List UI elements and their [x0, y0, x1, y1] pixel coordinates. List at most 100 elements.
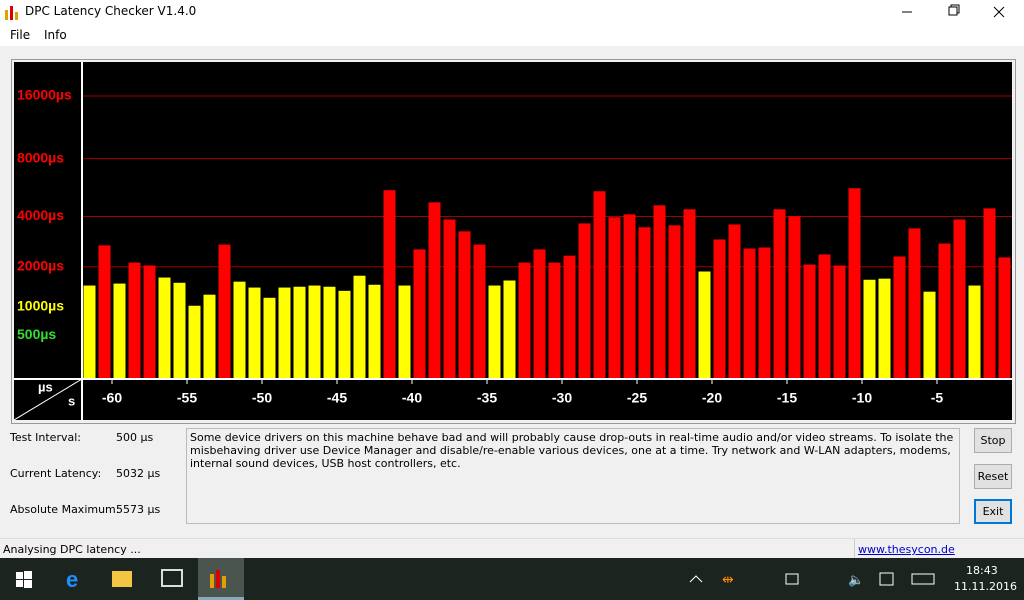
y-tick-label: 2000µs [17, 258, 64, 274]
bar [653, 205, 666, 379]
corner-label: s [68, 393, 75, 408]
bar [458, 231, 471, 379]
bar [83, 285, 96, 379]
taskbar-icons[interactable]: e ⇹ 🔈 [0, 558, 1024, 600]
bar [428, 202, 441, 379]
bar [788, 216, 801, 379]
taskbar: e ⇹ 🔈 18:43 11.11.2016 [0, 558, 1024, 600]
menu-item[interactable]: Info [44, 28, 67, 42]
title-bar: DPC Latency Checker V1.4.0 [0, 0, 1024, 24]
bar [398, 285, 411, 379]
bar [638, 227, 651, 379]
bar [278, 287, 291, 379]
bar [443, 219, 456, 379]
bar [263, 297, 276, 379]
svg-text:🔈: 🔈 [848, 573, 864, 588]
bar [998, 257, 1011, 379]
bar [938, 243, 951, 379]
corner-divider [14, 378, 83, 420]
info-label: Test Interval: [10, 431, 81, 444]
bar [188, 305, 201, 379]
bar [503, 280, 516, 379]
bar [563, 255, 576, 379]
info-value: 5573 µs [116, 503, 161, 516]
status-text: Analysing DPC latency ... [3, 543, 141, 556]
bar [128, 262, 141, 379]
bar [743, 248, 756, 379]
website-link[interactable]: www.thesycon.de [858, 543, 955, 556]
bar [908, 228, 921, 379]
info-label: Absolute Maximum: [10, 503, 120, 516]
bar [98, 245, 111, 379]
bar [878, 278, 891, 379]
y-tick-label: 8000µs [17, 149, 64, 165]
bar [338, 290, 351, 379]
bar [353, 275, 366, 379]
bar [308, 285, 321, 379]
window-title: DPC Latency Checker V1.4.0 [25, 4, 197, 18]
bar [728, 224, 741, 379]
x-tick-label: -30 [552, 390, 572, 406]
bar [818, 254, 831, 379]
bar [713, 239, 726, 379]
bar [368, 284, 381, 379]
bar [413, 249, 426, 379]
x-tick-label: -35 [477, 390, 497, 406]
bar [848, 188, 861, 379]
bar [968, 285, 981, 379]
chart-frame [11, 59, 1016, 424]
bar [548, 262, 561, 379]
bar [983, 208, 996, 379]
x-tick-label: -40 [402, 390, 422, 406]
bar [383, 190, 396, 379]
x-tick-label: -45 [327, 390, 347, 406]
bar [533, 249, 546, 379]
stop-button[interactable]: Stop [974, 428, 1012, 453]
clock-date: 11.11.2016 [954, 580, 1017, 593]
bar [248, 287, 261, 379]
y-tick-label: 16000µs [17, 87, 72, 103]
bar [518, 262, 531, 379]
bar [773, 209, 786, 379]
bar [233, 281, 246, 379]
status-bar: Analysing DPC latency ... www.thesycon.d… [0, 538, 1024, 559]
exit-button[interactable]: Exit [974, 499, 1012, 524]
y-tick-label: 4000µs [17, 207, 64, 223]
bar [758, 247, 771, 379]
bar [593, 191, 606, 379]
bar [668, 225, 681, 379]
chart: 500µs 1000µs 2000µs 4000µs 8000µs 16000µs µss -… [14, 62, 1012, 420]
reset-button[interactable]: Reset [974, 464, 1012, 489]
x-tick-label: -50 [252, 390, 272, 406]
bar [698, 271, 711, 379]
bar [803, 264, 816, 379]
bar [173, 282, 186, 379]
svg-text:⇹: ⇹ [722, 572, 734, 588]
info-value: 5032 µs [116, 467, 161, 480]
x-tick-label: -60 [102, 390, 122, 406]
bar [218, 244, 231, 379]
window-controls[interactable] [880, 0, 1024, 24]
y-tick-label: 500µs [17, 326, 56, 342]
bar [923, 291, 936, 379]
bar [143, 265, 156, 379]
bar [203, 294, 216, 379]
info-value: 500 µs [116, 431, 154, 444]
bar [833, 265, 846, 379]
corner-label: µs [38, 379, 53, 394]
x-tick-label: -25 [627, 390, 647, 406]
clock-time: 18:43 [966, 564, 998, 577]
x-tick-label: -10 [852, 390, 872, 406]
info-label: Current Latency: [10, 467, 102, 480]
menu-item[interactable]: File [10, 28, 31, 42]
bar [293, 286, 306, 379]
menu-bar: File Info [0, 24, 1024, 46]
bar [863, 279, 876, 379]
bar [488, 285, 501, 379]
svg-text:e: e [66, 567, 78, 592]
bar [893, 256, 906, 379]
bar [683, 209, 696, 379]
bar [953, 219, 966, 379]
message-box: Some device drivers on this machine beha… [186, 428, 960, 524]
